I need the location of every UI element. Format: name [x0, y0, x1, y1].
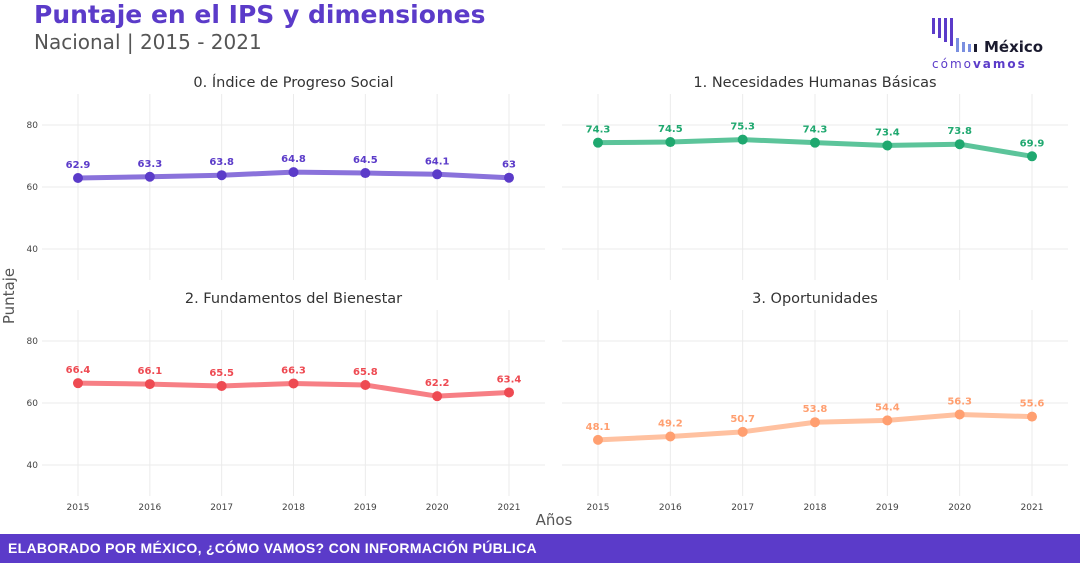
x-tick-label: 2019 — [354, 503, 377, 513]
y-tick-label: 40 — [27, 461, 39, 471]
data-point — [882, 415, 893, 426]
data-point — [810, 137, 820, 148]
data-label: 50.7 — [730, 414, 755, 425]
data-point — [504, 172, 514, 183]
x-tick-label: 2017 — [731, 503, 754, 513]
panel-title: 3. Oportunidades — [752, 291, 878, 307]
x-tick-label: 2020 — [948, 503, 971, 513]
y-tick-label: 80 — [27, 337, 39, 347]
data-point — [432, 391, 443, 402]
mexico-como-vamos-logo: México cómovamos — [930, 12, 1070, 72]
footer-bar: ELABORADO POR MÉXICO, ¿CÓMO VAMOS? CON I… — [0, 534, 1080, 563]
logo-tagline: cómovamos — [932, 57, 1027, 71]
x-tick-label: 2021 — [1021, 503, 1044, 513]
data-label: 73.8 — [947, 126, 972, 137]
x-axis-title: Años — [536, 511, 573, 529]
data-label: 55.6 — [1020, 399, 1045, 410]
data-point — [665, 137, 676, 148]
chart-subtitle: Nacional | 2015 - 2021 — [34, 30, 262, 54]
x-tick-label: 2018 — [804, 503, 827, 513]
data-label: 64.5 — [353, 155, 378, 166]
faceted-line-chart: 40 60 80 0. Índice de Progreso Social 62.9 63… — [0, 74, 1068, 529]
panel-title: 2. Fundamentos del Bienestar — [185, 291, 402, 307]
data-point — [882, 140, 893, 151]
data-point — [593, 434, 603, 445]
data-point — [954, 139, 965, 150]
data-point — [665, 431, 676, 442]
data-label: 75.3 — [730, 122, 755, 133]
panel-title: 1. Necesidades Humanas Básicas — [693, 75, 936, 91]
data-point — [737, 426, 748, 437]
data-point — [1027, 151, 1037, 162]
data-label: 63.8 — [209, 157, 234, 168]
x-tick-label: 2015 — [587, 503, 610, 513]
x-tick-label: 2015 — [67, 503, 90, 513]
data-label: 69.9 — [1020, 138, 1045, 149]
data-label: 62.2 — [425, 378, 450, 389]
x-tick-label: 2020 — [426, 503, 449, 513]
data-point — [144, 379, 155, 390]
x-tick-label: 2021 — [498, 503, 521, 513]
data-point — [954, 409, 965, 420]
data-label: 63.4 — [497, 374, 522, 385]
x-tick-label: 2016 — [138, 503, 161, 513]
data-point — [504, 387, 514, 398]
data-label: 48.1 — [586, 422, 611, 433]
x-tick-label: 2017 — [210, 503, 233, 513]
data-point — [810, 417, 820, 428]
data-label: 54.4 — [875, 402, 900, 413]
data-label: 66.4 — [66, 365, 91, 376]
data-label: 53.8 — [803, 404, 828, 415]
x-tick-label: 2019 — [876, 503, 899, 513]
y-axis-title: Puntaje — [0, 268, 18, 324]
data-point — [216, 170, 227, 181]
panel-title: 0. Índice de Progreso Social — [193, 74, 393, 91]
data-point — [216, 380, 227, 391]
data-label: 73.4 — [875, 127, 900, 138]
data-label: 64.8 — [281, 154, 306, 165]
data-point — [144, 171, 155, 182]
logo-bars-icon — [932, 18, 977, 52]
data-label: 49.2 — [658, 418, 683, 429]
data-point — [73, 173, 83, 184]
footer-text: ELABORADO POR MÉXICO, ¿CÓMO VAMOS? CON I… — [8, 540, 537, 556]
data-label: 63 — [502, 160, 516, 171]
data-point — [1027, 411, 1037, 422]
data-label: 56.3 — [947, 396, 972, 407]
chart-title: Puntaje en el IPS y dimensiones — [34, 0, 486, 29]
data-label: 63.3 — [137, 159, 162, 170]
data-label: 66.3 — [281, 365, 306, 376]
data-point — [593, 137, 603, 148]
data-label: 62.9 — [66, 160, 91, 171]
data-point — [73, 378, 83, 389]
data-point — [288, 167, 299, 178]
data-label: 65.8 — [353, 367, 378, 378]
data-label: 65.5 — [209, 368, 234, 379]
x-tick-label: 2018 — [282, 503, 305, 513]
y-tick-label: 80 — [27, 121, 39, 131]
x-tick-label: 2016 — [659, 503, 682, 513]
data-label: 74.3 — [803, 125, 828, 136]
y-tick-label: 60 — [27, 183, 39, 193]
data-point — [360, 380, 371, 391]
logo-name: México — [984, 38, 1044, 56]
data-point — [360, 168, 371, 179]
y-tick-label: 40 — [27, 245, 39, 255]
data-label: 64.1 — [425, 156, 450, 167]
data-point — [288, 378, 299, 389]
data-label: 74.5 — [658, 124, 683, 135]
data-point — [432, 169, 443, 180]
y-tick-label: 60 — [27, 399, 39, 409]
data-label: 74.3 — [586, 125, 611, 136]
data-point — [737, 134, 748, 145]
data-label: 66.1 — [137, 366, 162, 377]
